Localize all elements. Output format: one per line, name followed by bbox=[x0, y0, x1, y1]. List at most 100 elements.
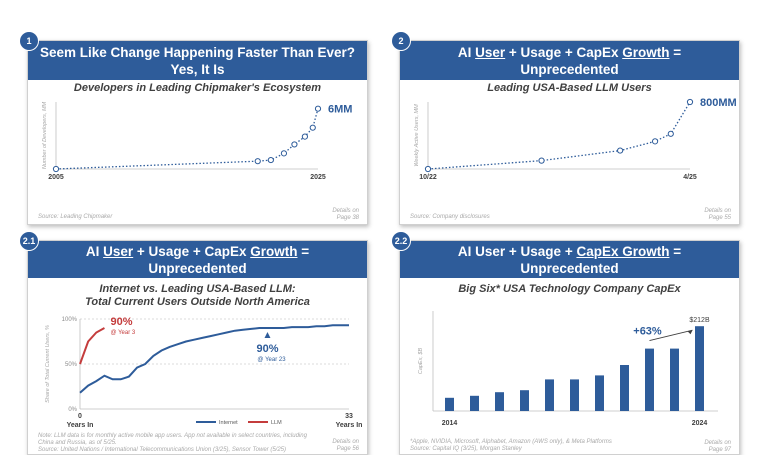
bar-2017 bbox=[520, 390, 529, 411]
x-axis-label: Years In bbox=[336, 422, 363, 429]
data-point bbox=[424, 165, 432, 173]
data-point bbox=[291, 141, 298, 148]
panel-header: AI User + Usage + CapEx Growth = Unpreced… bbox=[400, 241, 739, 278]
header-post: = bbox=[297, 243, 310, 259]
x-tick-label: 4/25 bbox=[683, 174, 697, 181]
details-ref: Details on Page 55 bbox=[704, 208, 731, 222]
details-ref: Details on Page 38 bbox=[332, 208, 359, 222]
bar-2021 bbox=[620, 365, 629, 411]
bar-2016 bbox=[495, 392, 504, 411]
header-pre: AI bbox=[85, 243, 104, 259]
data-point bbox=[52, 165, 60, 173]
details-line-1: Details on bbox=[704, 440, 731, 446]
x-tick-label: 2025 bbox=[310, 174, 326, 181]
panel-subtitle: Leading USA-Based LLM Users bbox=[487, 82, 652, 94]
y-tick-label: 0% bbox=[68, 407, 77, 413]
data-point bbox=[314, 105, 322, 112]
subtitle-line-1: Internet vs. Leading USA-Based LLM: bbox=[99, 283, 296, 295]
details-ref: Details on Page 97 bbox=[704, 440, 731, 454]
header-growth: Growth bbox=[622, 44, 670, 60]
data-point bbox=[538, 157, 545, 164]
series-line-llm bbox=[79, 327, 105, 365]
y-axis-label: Share of Total Current Users, % bbox=[45, 325, 51, 403]
bar-2022 bbox=[645, 348, 654, 411]
footnote: *Apple, NVIDIA, Microsoft, Alphabet, Ama… bbox=[410, 439, 612, 445]
header-post: = bbox=[669, 44, 682, 60]
header-pre: AI User + Usage + bbox=[457, 243, 577, 259]
chart-internet-vs-llm: 100% 50% 0% Share of Total Current Users, %… bbox=[45, 316, 363, 429]
series-line-internet bbox=[79, 324, 349, 394]
subtitle-line-2: Total Current Users Outside North Americ… bbox=[85, 296, 310, 308]
panel-llm-users: AI User + Usage + CapEx Growth = Unpreced… bbox=[399, 40, 740, 225]
x-tick-label: 2005 bbox=[48, 174, 64, 181]
panel-header: AI User + Usage + CapEx Growth = Unpreced… bbox=[400, 41, 739, 80]
details-line-1: Details on bbox=[332, 439, 359, 445]
x-tick-label: 2014 bbox=[442, 420, 458, 427]
legend-label-llm: LLM bbox=[271, 420, 282, 426]
x-tick-label: 33 bbox=[345, 413, 353, 420]
y-axis-label: CapEx, $B bbox=[418, 348, 424, 375]
details-line-2: Page 97 bbox=[708, 447, 731, 453]
x-axis-label: Years In bbox=[67, 422, 94, 429]
header-line-2: Unprecedented bbox=[520, 260, 619, 276]
annotation-sub: @ Year 3 bbox=[110, 330, 135, 336]
series-line bbox=[427, 101, 691, 170]
source-note: Source: Company disclosures bbox=[410, 214, 490, 220]
details-ref: Details on Page 56 bbox=[332, 439, 359, 453]
header-capex-growth: CapEx Growth bbox=[576, 243, 670, 259]
footnote: Note: LLM data is for monthly active mob… bbox=[38, 433, 307, 446]
header-post: = bbox=[669, 243, 682, 259]
header-line-1: Seem Like Change Happening Faster Than E… bbox=[39, 44, 356, 60]
details-line-2: Page 38 bbox=[336, 215, 359, 221]
bar-2023 bbox=[670, 348, 679, 411]
annotation-sub: @ Year 23 bbox=[257, 357, 286, 363]
header-pre: AI bbox=[457, 44, 476, 60]
bar-2019 bbox=[570, 379, 579, 411]
end-value-label: $212B bbox=[689, 317, 710, 324]
x-tick-label: 10/22 bbox=[419, 174, 437, 181]
panel-header: Seem Like Change Happening Faster Than E… bbox=[28, 41, 367, 80]
data-point bbox=[667, 130, 674, 137]
legend-label-internet: Internet bbox=[219, 420, 238, 426]
panel-badge: 2.2 bbox=[392, 232, 410, 250]
panel-subtitle: Internet vs. Leading USA-Based LLM: Total… bbox=[28, 283, 367, 309]
panel-subtitle: Big Six* USA Technology Company CapEx bbox=[458, 283, 681, 295]
source-note: Source: Leading Chipmaker bbox=[38, 214, 113, 220]
y-axis-label: Number of Developers, MM bbox=[42, 101, 48, 169]
data-point bbox=[309, 124, 316, 131]
header-mid: + Usage + CapEx bbox=[505, 44, 623, 60]
data-point bbox=[651, 138, 659, 145]
x-tick-label: 2024 bbox=[692, 420, 708, 427]
annotation-marker bbox=[264, 332, 271, 338]
end-value-label: 800MM bbox=[700, 97, 737, 109]
header-user: User bbox=[475, 44, 506, 60]
bar-2014 bbox=[445, 397, 454, 411]
panel-badge: 2 bbox=[392, 32, 410, 50]
growth-arrow-line bbox=[649, 329, 693, 342]
panel-badge: 2.1 bbox=[20, 232, 38, 250]
details-line-2: Page 56 bbox=[336, 446, 359, 452]
header-line-2: Unprecedented bbox=[148, 260, 247, 276]
header-line-2: Yes, It Is bbox=[170, 61, 225, 77]
growth-label: +63% bbox=[633, 326, 662, 338]
header-growth: Growth bbox=[250, 243, 298, 259]
source-note: Source: United Nations / International T… bbox=[38, 447, 287, 453]
header-mid: + Usage + CapEx bbox=[133, 243, 251, 259]
bar-2015 bbox=[470, 395, 479, 411]
series-line bbox=[55, 108, 319, 170]
bar-2024 bbox=[695, 326, 704, 411]
details-line-1: Details on bbox=[704, 208, 731, 214]
data-point bbox=[617, 147, 624, 154]
annotation-value: 90% bbox=[110, 316, 132, 328]
panel-badge: 1 bbox=[20, 32, 38, 50]
bar-2020 bbox=[595, 375, 604, 411]
annotation-value: 90% bbox=[256, 343, 278, 355]
data-point bbox=[267, 156, 274, 164]
bar-2018 bbox=[545, 379, 554, 411]
panel-capex: AI User + Usage + CapEx Growth = Unpreced… bbox=[399, 240, 740, 455]
data-point bbox=[686, 98, 694, 106]
header-line-2: Unprecedented bbox=[520, 61, 619, 77]
y-tick-label: 50% bbox=[65, 362, 78, 368]
details-line-2: Page 55 bbox=[708, 215, 731, 221]
